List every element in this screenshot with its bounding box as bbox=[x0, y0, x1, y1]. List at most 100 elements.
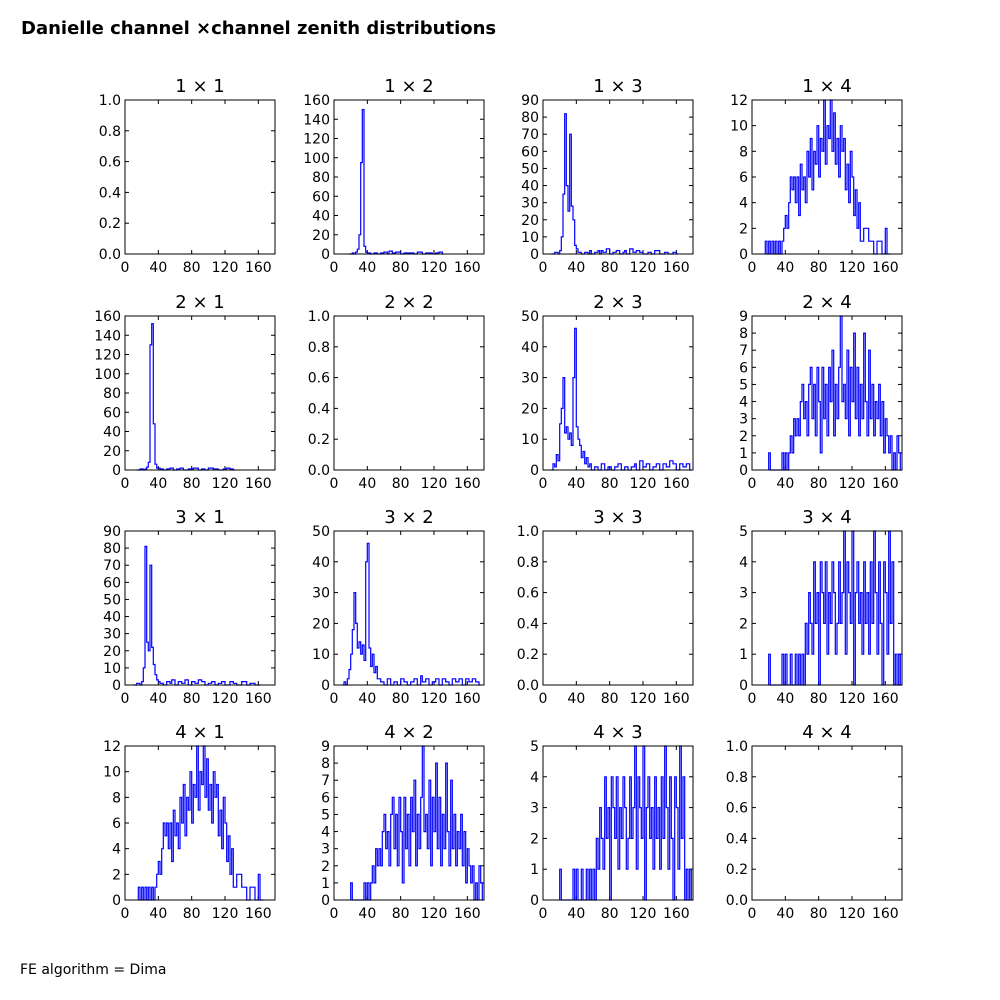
x-tick-label: 120 bbox=[212, 260, 239, 276]
x-tick-label: 160 bbox=[872, 476, 899, 492]
plot-frame bbox=[124, 315, 276, 471]
y-tick-label: 10 bbox=[521, 230, 539, 246]
y-tick-label: 10 bbox=[730, 119, 748, 135]
y-tick-label: 4 bbox=[112, 842, 121, 858]
y-tick-label: 70 bbox=[521, 127, 539, 143]
y-tick-label: 0.4 bbox=[517, 616, 539, 632]
y-tick-label: 0 bbox=[739, 678, 748, 694]
y-tick-label: 0 bbox=[112, 893, 121, 909]
x-tick-label: 0 bbox=[330, 691, 339, 707]
y-tick-label: 0.0 bbox=[99, 247, 121, 263]
y-tick-label: 40 bbox=[103, 425, 121, 441]
x-tick-label: 120 bbox=[421, 260, 448, 276]
x-tick-label: 120 bbox=[839, 260, 866, 276]
y-tick-label: 0.4 bbox=[726, 831, 748, 847]
x-tick-label: 120 bbox=[421, 906, 448, 922]
y-tick-label: 7 bbox=[739, 343, 748, 359]
y-tick-label: 6 bbox=[112, 816, 121, 832]
subplot-title: 2 × 1 bbox=[175, 292, 224, 313]
subplot-title: 1 × 3 bbox=[593, 76, 642, 97]
subplot-title: 3 × 1 bbox=[175, 507, 224, 528]
plot-frame bbox=[542, 530, 694, 686]
y-tick-label: 20 bbox=[312, 616, 330, 632]
subplot-4x3: 4 × 3 0 40 80 120 160 0 1 2 3 4 5 bbox=[530, 722, 694, 922]
plot-frame-border bbox=[542, 530, 694, 686]
y-tick-label: 6 bbox=[321, 790, 330, 806]
y-tick-label: 1 bbox=[739, 647, 748, 663]
y-tick-label: 0.0 bbox=[517, 678, 539, 694]
x-tick-label: 120 bbox=[839, 906, 866, 922]
subplot-title: 4 × 1 bbox=[175, 722, 224, 743]
x-tick-label: 80 bbox=[810, 476, 828, 492]
plot-frame-border bbox=[333, 315, 485, 471]
y-tick-label: 2 bbox=[739, 221, 748, 237]
y-tick-label: 9 bbox=[321, 739, 330, 755]
y-tick-label: 20 bbox=[103, 444, 121, 460]
plot-frame-border bbox=[333, 745, 485, 901]
y-tick-label: 6 bbox=[739, 170, 748, 186]
y-tick-label: 2 bbox=[112, 867, 121, 883]
x-tick-label: 0 bbox=[748, 906, 757, 922]
x-tick-label: 120 bbox=[839, 476, 866, 492]
plot-frame bbox=[333, 99, 485, 255]
y-tick-label: 12 bbox=[730, 93, 748, 109]
x-tick-label: 80 bbox=[392, 906, 410, 922]
y-tick-label: 4 bbox=[530, 770, 539, 786]
y-tick-label: 120 bbox=[303, 132, 330, 148]
plot-frame-border bbox=[751, 315, 903, 471]
subplot-2x2: 2 × 2 0 40 80 120 160 0.0 0.2 0.4 0.6 0.8 1.0 bbox=[308, 292, 485, 492]
figure-footer: FE algorithm = Dima bbox=[20, 962, 167, 978]
y-tick-label: 5 bbox=[739, 524, 748, 540]
histogram-series-line bbox=[133, 545, 260, 686]
x-tick-label: 40 bbox=[149, 691, 167, 707]
y-tick-label: 3 bbox=[321, 842, 330, 858]
y-tick-label: 0 bbox=[321, 678, 330, 694]
y-tick-label: 0.8 bbox=[517, 555, 539, 571]
y-tick-label: 20 bbox=[521, 401, 539, 417]
y-tick-label: 0.2 bbox=[99, 216, 121, 232]
x-tick-label: 160 bbox=[454, 906, 481, 922]
x-tick-label: 160 bbox=[454, 476, 481, 492]
y-tick-label: 0.0 bbox=[308, 463, 330, 479]
subplot-title: 1 × 2 bbox=[384, 76, 433, 97]
x-tick-label: 40 bbox=[567, 260, 585, 276]
x-tick-label: 120 bbox=[421, 476, 448, 492]
y-tick-label: 8 bbox=[739, 144, 748, 160]
y-tick-label: 0 bbox=[112, 678, 121, 694]
subplot-title: 4 × 2 bbox=[384, 722, 433, 743]
x-tick-label: 0 bbox=[330, 260, 339, 276]
y-tick-label: 50 bbox=[103, 592, 121, 608]
y-tick-label: 1.0 bbox=[517, 524, 539, 540]
x-tick-label: 120 bbox=[630, 260, 657, 276]
y-tick-label: 70 bbox=[103, 558, 121, 574]
x-tick-label: 40 bbox=[776, 476, 794, 492]
y-tick-label: 0.6 bbox=[726, 801, 748, 817]
x-tick-label: 40 bbox=[149, 906, 167, 922]
y-tick-label: 20 bbox=[312, 228, 330, 244]
y-tick-label: 80 bbox=[312, 170, 330, 186]
histogram-series-line bbox=[342, 542, 481, 686]
x-tick-label: 40 bbox=[358, 906, 376, 922]
x-tick-label: 40 bbox=[567, 476, 585, 492]
plot-frame bbox=[751, 745, 903, 901]
y-tick-label: 10 bbox=[312, 647, 330, 663]
x-tick-label: 40 bbox=[149, 260, 167, 276]
y-tick-label: 50 bbox=[521, 161, 539, 177]
plot-frame bbox=[124, 99, 276, 255]
plot-frame bbox=[333, 530, 485, 686]
x-tick-label: 160 bbox=[872, 260, 899, 276]
y-tick-label: 0.2 bbox=[726, 862, 748, 878]
y-tick-label: 1.0 bbox=[726, 739, 748, 755]
x-tick-label: 0 bbox=[121, 906, 130, 922]
y-tick-label: 7 bbox=[321, 773, 330, 789]
y-tick-label: 8 bbox=[739, 326, 748, 342]
x-tick-label: 120 bbox=[630, 476, 657, 492]
y-tick-label: 20 bbox=[521, 213, 539, 229]
y-tick-label: 0.6 bbox=[308, 371, 330, 387]
plot-frame bbox=[124, 530, 276, 686]
y-tick-label: 0.2 bbox=[308, 432, 330, 448]
y-tick-label: 0 bbox=[530, 463, 539, 479]
plot-frame bbox=[333, 315, 485, 471]
